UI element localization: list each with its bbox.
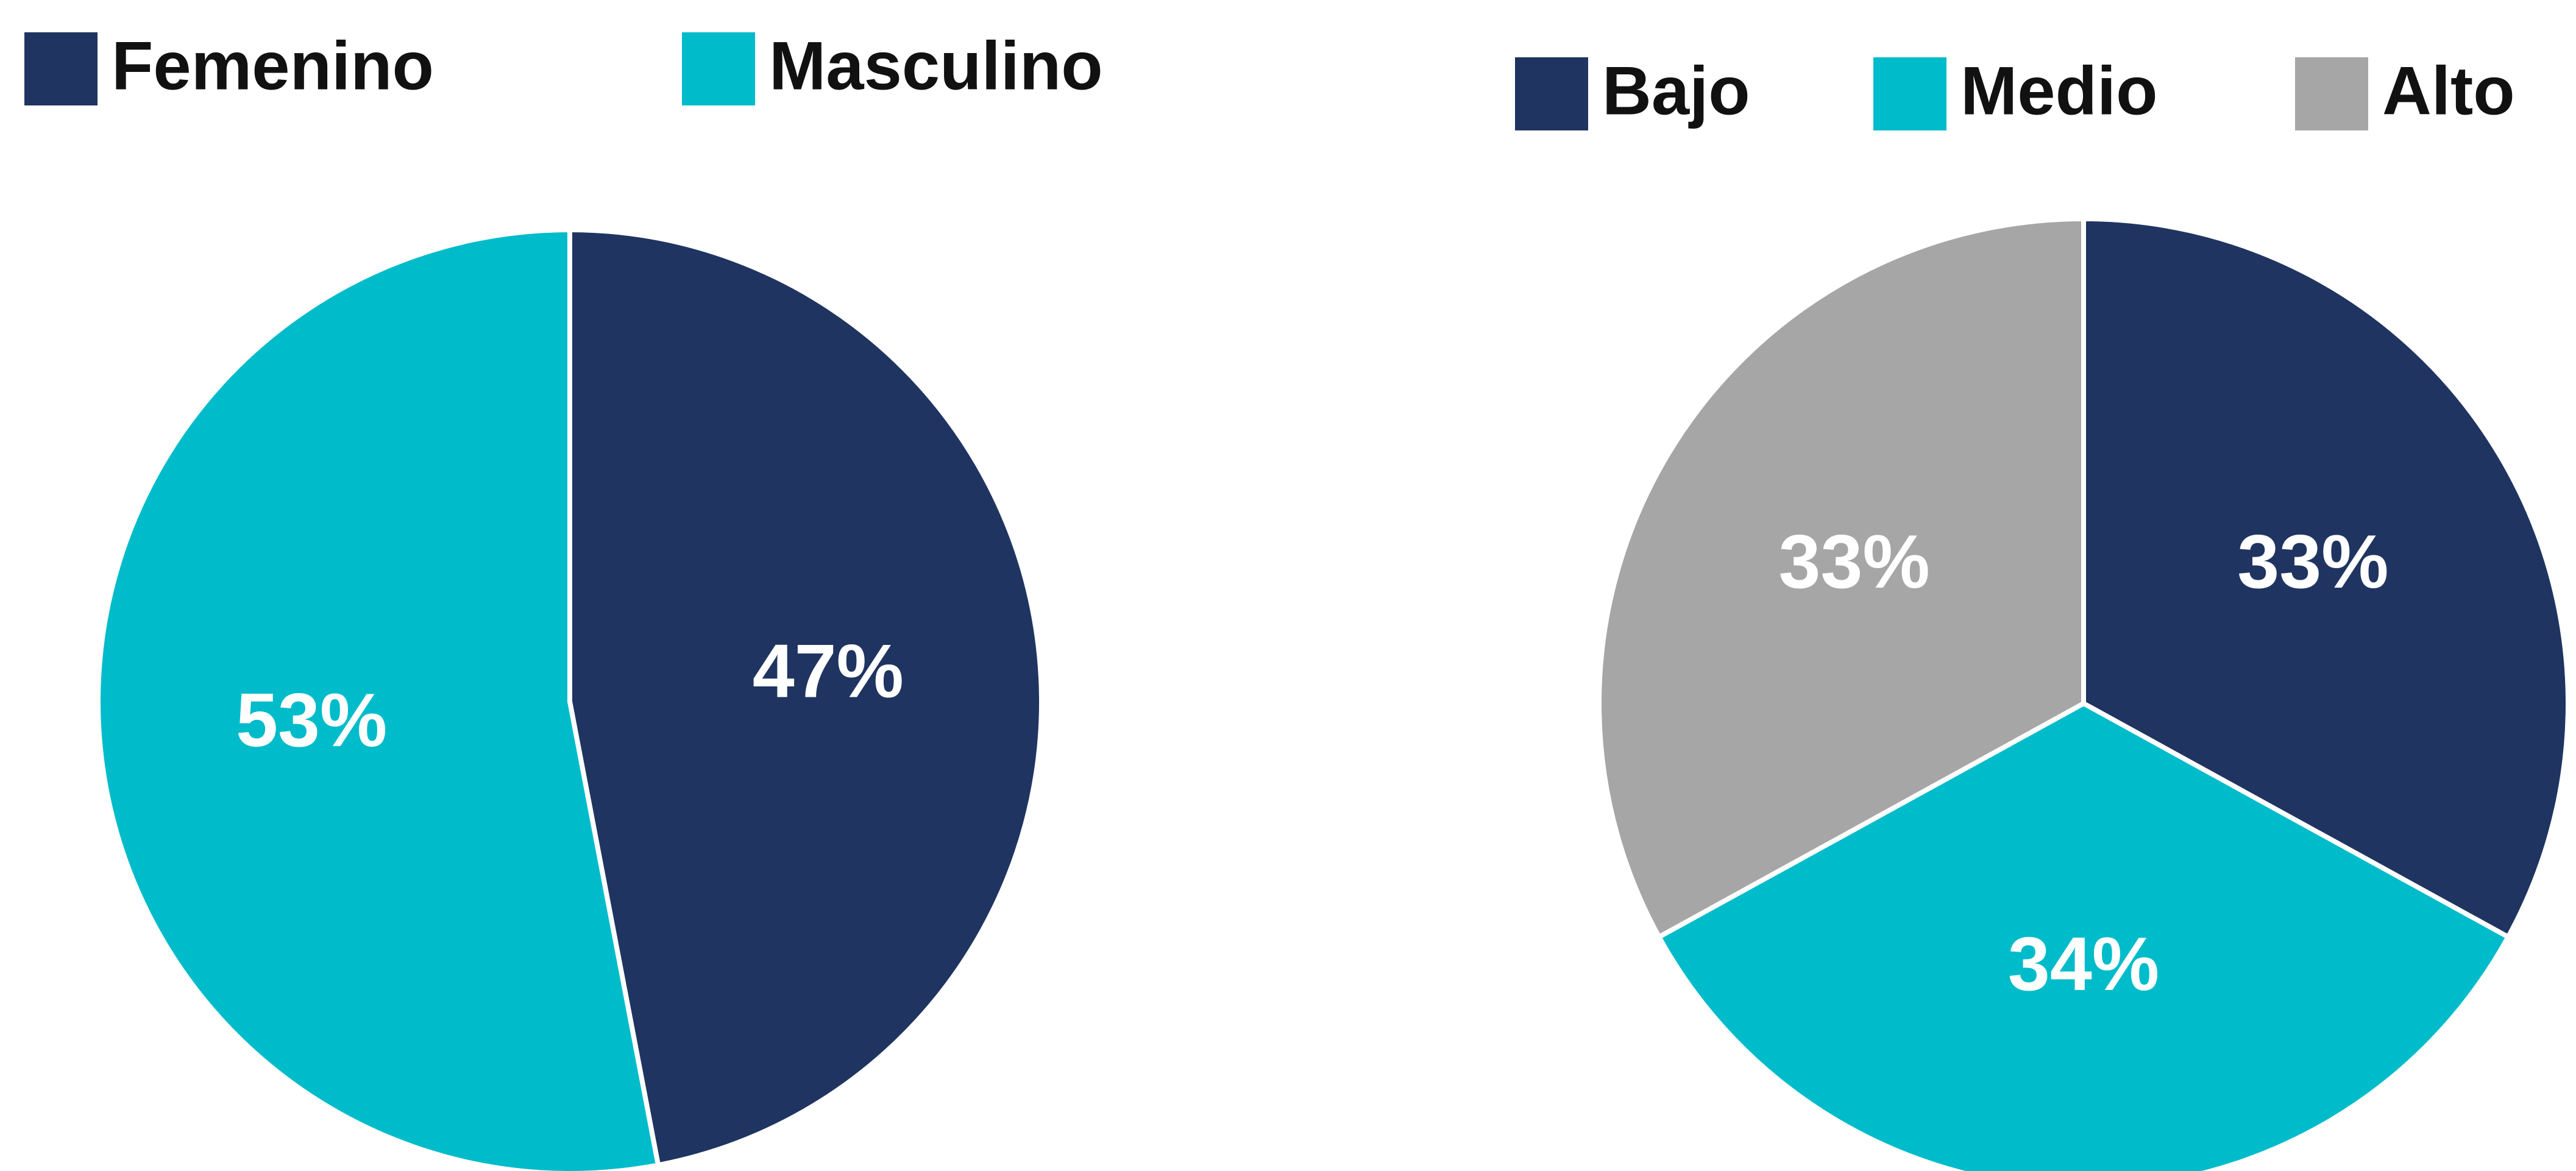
pie-slice: [2081, 216, 2571, 941]
legend-label: Masculino: [769, 28, 1103, 104]
pie-slice: [567, 227, 1044, 1168]
legend-swatch: [1873, 57, 1946, 130]
legend-swatch: [24, 32, 98, 105]
pie-slice: [1597, 216, 2086, 941]
legend-label: Bajo: [1602, 53, 1750, 129]
slice-label: 33%: [1779, 520, 1930, 604]
slice-label: 47%: [753, 630, 904, 714]
legend-label: Medio: [1960, 53, 2158, 129]
slice-label: 53%: [236, 678, 387, 763]
legend-label: Femenino: [112, 28, 434, 104]
slice-label: 34%: [2008, 922, 2159, 1006]
slice-label: 33%: [2237, 520, 2388, 604]
legend-swatch: [682, 32, 755, 105]
legend-swatch: [2295, 57, 2368, 130]
legend-label: Alto: [2382, 53, 2515, 129]
pie-slice: [96, 227, 661, 1171]
legend-swatch: [1515, 57, 1588, 130]
